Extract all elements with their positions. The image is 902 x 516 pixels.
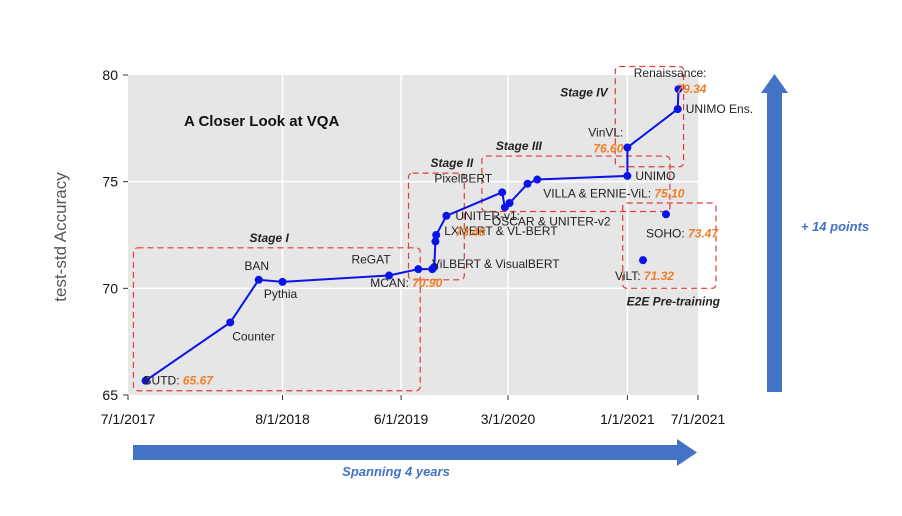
point-label: ViLT: 71.32 [615,269,674,283]
data-point [662,210,671,219]
y-tick-label: 80 [102,67,118,83]
chart-title: A Closer Look at VQA [184,113,339,130]
data-point [498,188,507,197]
stage-label: Stage II [431,156,474,170]
axes [123,74,699,400]
point-value: 70.90 [412,276,442,290]
data-points [141,85,683,385]
stage-box [481,155,671,213]
y-tick-label: 70 [102,280,118,296]
data-point [442,211,451,220]
data-point [623,171,632,180]
series-line [145,89,680,382]
x-tick-label: 7/1/2021 [671,411,726,427]
data-point [141,376,150,385]
point-label: OSCAR & UNITER-v2 [492,214,611,228]
horizontal-arrow-label: Spanning 4 years [342,464,450,479]
point-value: 65.67 [183,374,214,388]
x-tick-label: 3/1/2020 [481,411,536,427]
data-point [254,275,263,284]
point-label: Renaissance: [634,66,707,80]
gridlines [128,75,698,395]
point-value: 76.60 [593,142,623,156]
data-point [674,85,683,94]
point-value: 79.34 [676,82,706,96]
data-point [623,143,632,152]
vertical-arrow-shaft [767,92,782,392]
e2e-label: E2E Pre-training [627,294,721,308]
data-point [533,175,542,184]
point-labels: BUTD: 65.67 Counter BAN Pythia ReGAT MCAN: 70… [144,66,753,388]
point-value: 71.32 [644,269,674,283]
point-label: ViLBERT & VisualBERT [432,257,560,271]
x-tick-label: 1/1/2021 [600,411,655,427]
point-value: 73.40 [455,225,485,239]
series-polyline [145,89,680,382]
point-label: VinVL: [588,126,623,140]
horizontal-arrow: Spanning 4 years [133,439,697,479]
y-axis-label: test-std Accuracy [51,172,70,302]
plot-background [128,75,698,395]
point-value: 73.47 [688,226,719,240]
point-label: Counter [232,329,275,343]
point-label: SOHO: 73.47 [646,226,719,240]
stage-boxes: Stage I Stage II Stage III Stage IV E2E Pre-… [132,65,721,392]
point-label: BUTD: 65.67 [144,374,215,388]
stage-label: Stage I [249,231,289,245]
point-label: VILLA & ERNIE-ViL: 75.10 [543,187,685,201]
e2e-box [622,202,717,289]
data-point [638,256,647,265]
data-point [432,231,441,239]
data-point [505,199,514,207]
vertical-arrow-head [761,74,788,93]
data-point [226,318,235,327]
data-point [673,105,682,114]
vertical-arrow: + 14 points [761,74,869,392]
stage-box [132,247,421,392]
point-label: ReGAT [351,253,391,267]
y-tick-labels: 65 70 75 80 [102,67,118,403]
stage-box [407,172,465,281]
point-label: UNIMO [635,169,675,183]
point-label: LXMERT & VL-BERT [444,224,558,238]
y-tick-label: 75 [102,174,118,190]
point-label: BAN [244,259,269,273]
point-label: Pythia [264,287,298,301]
horizontal-arrow-shaft [133,445,678,460]
stage-label: Stage III [496,139,543,153]
y-tick-label: 65 [102,387,118,403]
point-label: PixelBERT [434,171,492,185]
data-point [414,265,423,274]
point-value: 75.10 [654,187,684,201]
data-point [278,277,287,286]
point-label: UNIMO Ens. [686,102,753,116]
x-tick-labels: 7/1/2017 8/1/2018 6/1/2019 3/1/2020 1/1/2021… [101,411,726,427]
horizontal-arrow-head [677,439,697,466]
data-point [430,263,439,271]
data-point [431,237,440,246]
x-tick-label: 8/1/2018 [255,411,310,427]
data-point [523,179,532,188]
point-label: UNITER-v1: [455,209,520,223]
x-tick-label: 7/1/2017 [101,411,156,427]
vertical-arrow-label: + 14 points [801,219,869,234]
stage-box [614,65,685,168]
stage-label: Stage IV [560,85,608,99]
x-tick-label: 6/1/2019 [374,411,429,427]
point-label: MCAN: 70.90 [370,276,442,290]
data-point [385,271,394,280]
